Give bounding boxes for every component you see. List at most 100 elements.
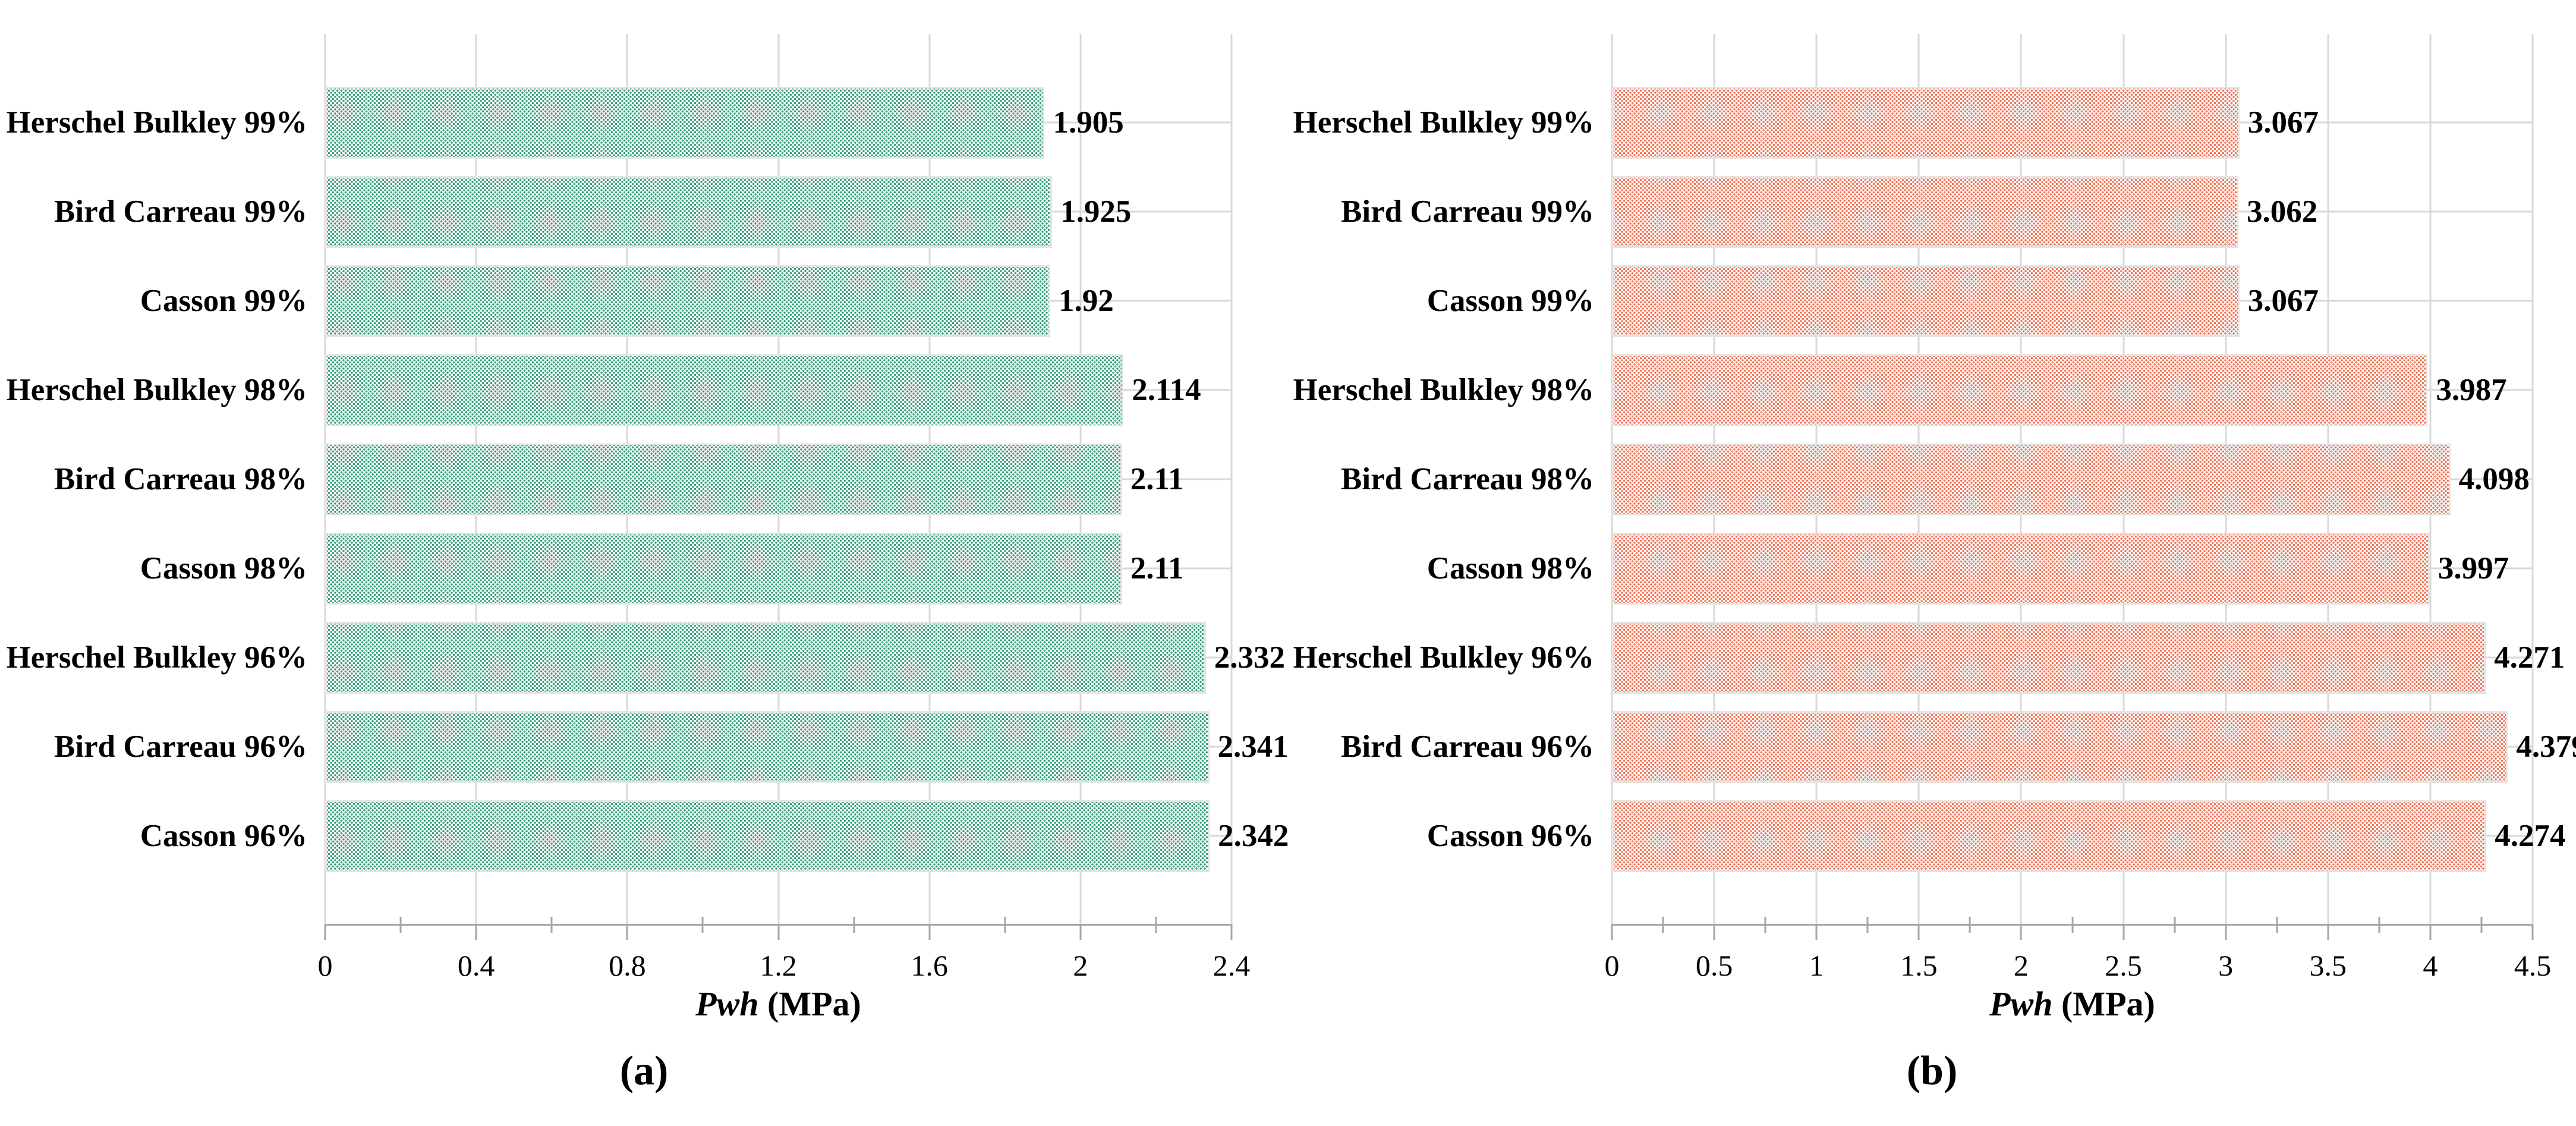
x-axis-major-tick xyxy=(1230,924,1233,940)
bar-herschel-bulkley-98 xyxy=(325,354,1124,426)
category-axis-a: Herschel Bulkley 99% Bird Carreau 99% Cass… xyxy=(0,34,307,924)
value-label-casson-99: 3.067 xyxy=(2247,284,2319,318)
category-label-casson-99: Casson 99% xyxy=(140,284,307,318)
category-label-herschel-bulkley-98: Herschel Bulkley 98% xyxy=(1293,373,1594,407)
x-axis-minor-tick xyxy=(1004,917,1006,933)
category-label-herschel-bulkley-99: Herschel Bulkley 99% xyxy=(6,105,307,140)
vertical-gridline xyxy=(1230,34,1233,924)
chart-panel-a: Herschel Bulkley 99% Bird Carreau 99% Cass… xyxy=(0,34,1289,1094)
x-axis-tick-label: 3.5 xyxy=(2309,949,2347,982)
value-label-bird-carreau-99: 1.925 xyxy=(1060,194,1132,229)
plot-area-a: 1.905 1.925 1.92 2.114 2.11 2.11 2.332 2.341 2.3… xyxy=(324,34,1289,924)
category-label-herschel-bulkley-96: Herschel Bulkley 96% xyxy=(1293,640,1594,675)
x-axis-major-tick xyxy=(2327,924,2329,940)
value-label-casson-99: 1.92 xyxy=(1059,284,1114,318)
x-axis-major-tick xyxy=(324,924,326,940)
bar-herschel-bulkley-99 xyxy=(1612,86,2240,159)
x-axis-tick-label: 0.4 xyxy=(457,949,495,982)
category-label-casson-96: Casson 96% xyxy=(140,819,307,853)
x-axis-tick-label: 4 xyxy=(2423,949,2438,982)
x-axis-tick-label: 4.5 xyxy=(2514,949,2552,982)
x-axis-minor-tick xyxy=(2378,917,2380,933)
value-label-casson-98: 2.11 xyxy=(1130,551,1184,586)
bar-casson-96 xyxy=(1612,800,2487,872)
vertical-gridline xyxy=(2531,34,2534,924)
bar-casson-98 xyxy=(325,532,1122,605)
category-label-herschel-bulkley-98: Herschel Bulkley 98% xyxy=(6,373,307,407)
x-axis-major-tick xyxy=(2429,924,2432,940)
value-label-bird-carreau-98: 4.098 xyxy=(2458,462,2530,496)
x-axis-minor-tick xyxy=(2071,917,2073,933)
x-axis-minor-tick xyxy=(853,917,855,933)
bar-bird-carreau-99 xyxy=(325,175,1053,248)
x-axis-major-tick xyxy=(928,924,931,940)
x-axis-title-italic: Pwh xyxy=(1989,985,2053,1023)
bar-bird-carreau-98 xyxy=(1612,443,2451,515)
value-label-bird-carreau-98: 2.11 xyxy=(1130,462,1184,496)
value-label-casson-96: 4.274 xyxy=(2495,819,2566,853)
x-axis-major-tick xyxy=(2531,924,2534,940)
x-axis-major-tick xyxy=(1917,924,1920,940)
x-axis-minor-tick xyxy=(1662,917,1664,933)
x-axis-title-b: Pwh (MPa) xyxy=(1612,984,2533,1024)
category-label-bird-carreau-98: Bird Carreau 98% xyxy=(1341,462,1594,496)
category-label-casson-98: Casson 98% xyxy=(1426,551,1594,586)
x-axis-tick-label: 1.5 xyxy=(1900,949,1938,982)
chart-panel-b: Herschel Bulkley 99% Bird Carreau 99% Cass… xyxy=(1288,0,2576,1126)
bar-herschel-bulkley-99 xyxy=(325,86,1045,159)
category-label-casson-96: Casson 96% xyxy=(1426,819,1594,853)
x-axis-major-tick xyxy=(1079,924,1082,940)
category-label-herschel-bulkley-96: Herschel Bulkley 96% xyxy=(6,640,307,675)
x-axis-title-a: Pwh (MPa) xyxy=(325,984,1232,1024)
value-label-casson-96: 2.342 xyxy=(1218,819,1289,853)
value-label-herschel-bulkley-99: 1.905 xyxy=(1053,105,1124,140)
x-axis-major-tick xyxy=(626,924,628,940)
category-label-bird-carreau-96: Bird Carreau 96% xyxy=(54,729,307,764)
value-label-herschel-bulkley-98: 2.114 xyxy=(1132,373,1201,407)
x-axis-major-tick xyxy=(1815,924,1818,940)
category-label-bird-carreau-99: Bird Carreau 99% xyxy=(54,194,307,229)
x-axis-major-tick xyxy=(777,924,779,940)
x-axis-minor-tick xyxy=(550,917,553,933)
x-axis-tick-label: 0.5 xyxy=(1695,949,1733,982)
x-axis-tick-label: 2 xyxy=(2013,949,2029,982)
bar-bird-carreau-96 xyxy=(1612,710,2508,783)
bar-herschel-bulkley-98 xyxy=(1612,354,2428,426)
value-label-herschel-bulkley-98: 3.987 xyxy=(2436,373,2507,407)
value-label-herschel-bulkley-96: 2.332 xyxy=(1214,640,1286,675)
x-axis-b: 0 0.5 1 1.5 2 2.5 3 3.5 4 4.5 xyxy=(1605,917,2551,996)
category-label-casson-98: Casson 98% xyxy=(140,551,307,586)
category-label-herschel-bulkley-99: Herschel Bulkley 99% xyxy=(1293,105,1594,140)
x-axis-major-tick xyxy=(1611,924,1613,940)
x-axis-tick-label: 2.5 xyxy=(2105,949,2142,982)
bar-herschel-bulkley-96 xyxy=(325,621,1206,694)
x-axis-minor-tick xyxy=(1866,917,1869,933)
x-axis-a: 0 0.4 0.8 1.2 1.6 2 2.4 xyxy=(318,917,1250,996)
x-axis-tick-label: 1 xyxy=(1809,949,1824,982)
x-axis-tick-label: 1.2 xyxy=(760,949,797,982)
x-axis-minor-tick xyxy=(399,917,402,933)
x-axis-tick-label: 2 xyxy=(1073,949,1088,982)
x-axis-tick-label: 0.8 xyxy=(609,949,646,982)
x-axis-major-tick xyxy=(475,924,477,940)
value-label-bird-carreau-96: 4.379 xyxy=(2516,729,2576,764)
x-axis-minor-tick xyxy=(2276,917,2278,933)
bar-bird-carreau-99 xyxy=(1612,175,2238,248)
category-label-bird-carreau-99: Bird Carreau 99% xyxy=(1341,194,1594,229)
category-label-casson-99: Casson 99% xyxy=(1426,284,1594,318)
value-label-bird-carreau-96: 2.341 xyxy=(1217,729,1289,764)
x-axis-tick-label: 1.6 xyxy=(911,949,948,982)
category-label-bird-carreau-96: Bird Carreau 96% xyxy=(1341,729,1594,764)
x-axis-minor-tick xyxy=(2480,917,2483,933)
x-axis-major-tick xyxy=(2020,924,2022,940)
x-axis-title-unit: (MPa) xyxy=(2052,985,2155,1023)
plot-area-b: 3.067 3.062 3.067 3.987 4.098 3.997 4.271 4.379… xyxy=(1611,34,2576,924)
x-axis-major-tick xyxy=(2122,924,2125,940)
bar-herschel-bulkley-96 xyxy=(1612,621,2486,694)
x-axis-minor-tick xyxy=(1155,917,1157,933)
value-label-casson-98: 3.997 xyxy=(2438,551,2509,586)
bar-bird-carreau-96 xyxy=(325,710,1210,783)
x-axis-minor-tick xyxy=(701,917,704,933)
x-axis-tick-label: 0 xyxy=(317,949,333,982)
